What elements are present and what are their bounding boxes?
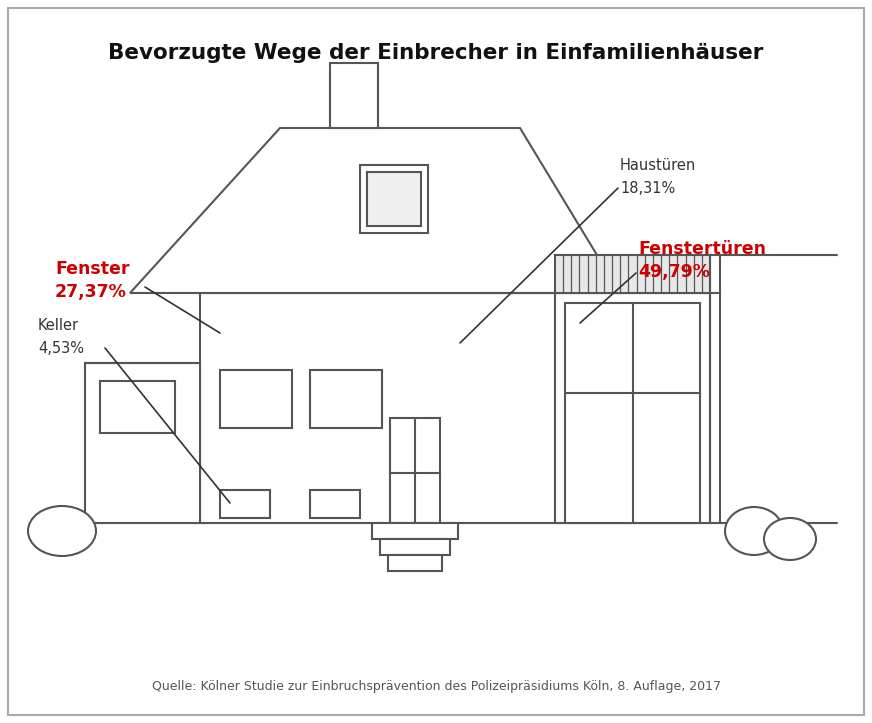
Bar: [380, 539, 450, 555]
Bar: [388, 555, 442, 571]
Bar: [220, 370, 292, 428]
Text: 18,31%: 18,31%: [620, 181, 675, 196]
Text: 4,53%: 4,53%: [38, 341, 84, 356]
Text: Keller: Keller: [38, 318, 79, 333]
Bar: [310, 370, 382, 428]
Text: Quelle: Kölner Studie zur Einbruchsprävention des Polizeipräsidiums Köln, 8. Auf: Quelle: Kölner Studie zur Einbruchspräve…: [152, 680, 720, 693]
Ellipse shape: [764, 518, 816, 560]
Bar: [367, 172, 421, 226]
Text: Fenster: Fenster: [55, 260, 130, 278]
Bar: [220, 490, 270, 518]
Bar: [565, 303, 700, 523]
Bar: [372, 523, 458, 539]
Bar: [310, 490, 360, 518]
Bar: [360, 165, 428, 233]
Bar: [555, 255, 710, 293]
Polygon shape: [130, 128, 620, 293]
Ellipse shape: [28, 506, 96, 556]
Bar: [390, 418, 440, 523]
Text: Bevorzugte Wege der Einbrecher in Einfamilienhäuser: Bevorzugte Wege der Einbrecher in Einfam…: [108, 43, 764, 63]
Text: 49,79%: 49,79%: [638, 263, 710, 281]
Bar: [200, 293, 560, 523]
Bar: [85, 363, 200, 523]
Bar: [100, 381, 175, 433]
Text: Fenstertüren: Fenstertüren: [638, 240, 766, 258]
Text: Haustüren: Haustüren: [620, 158, 696, 173]
Bar: [330, 63, 378, 128]
Text: 27,37%: 27,37%: [55, 283, 126, 301]
Bar: [555, 293, 710, 523]
Ellipse shape: [725, 507, 783, 555]
